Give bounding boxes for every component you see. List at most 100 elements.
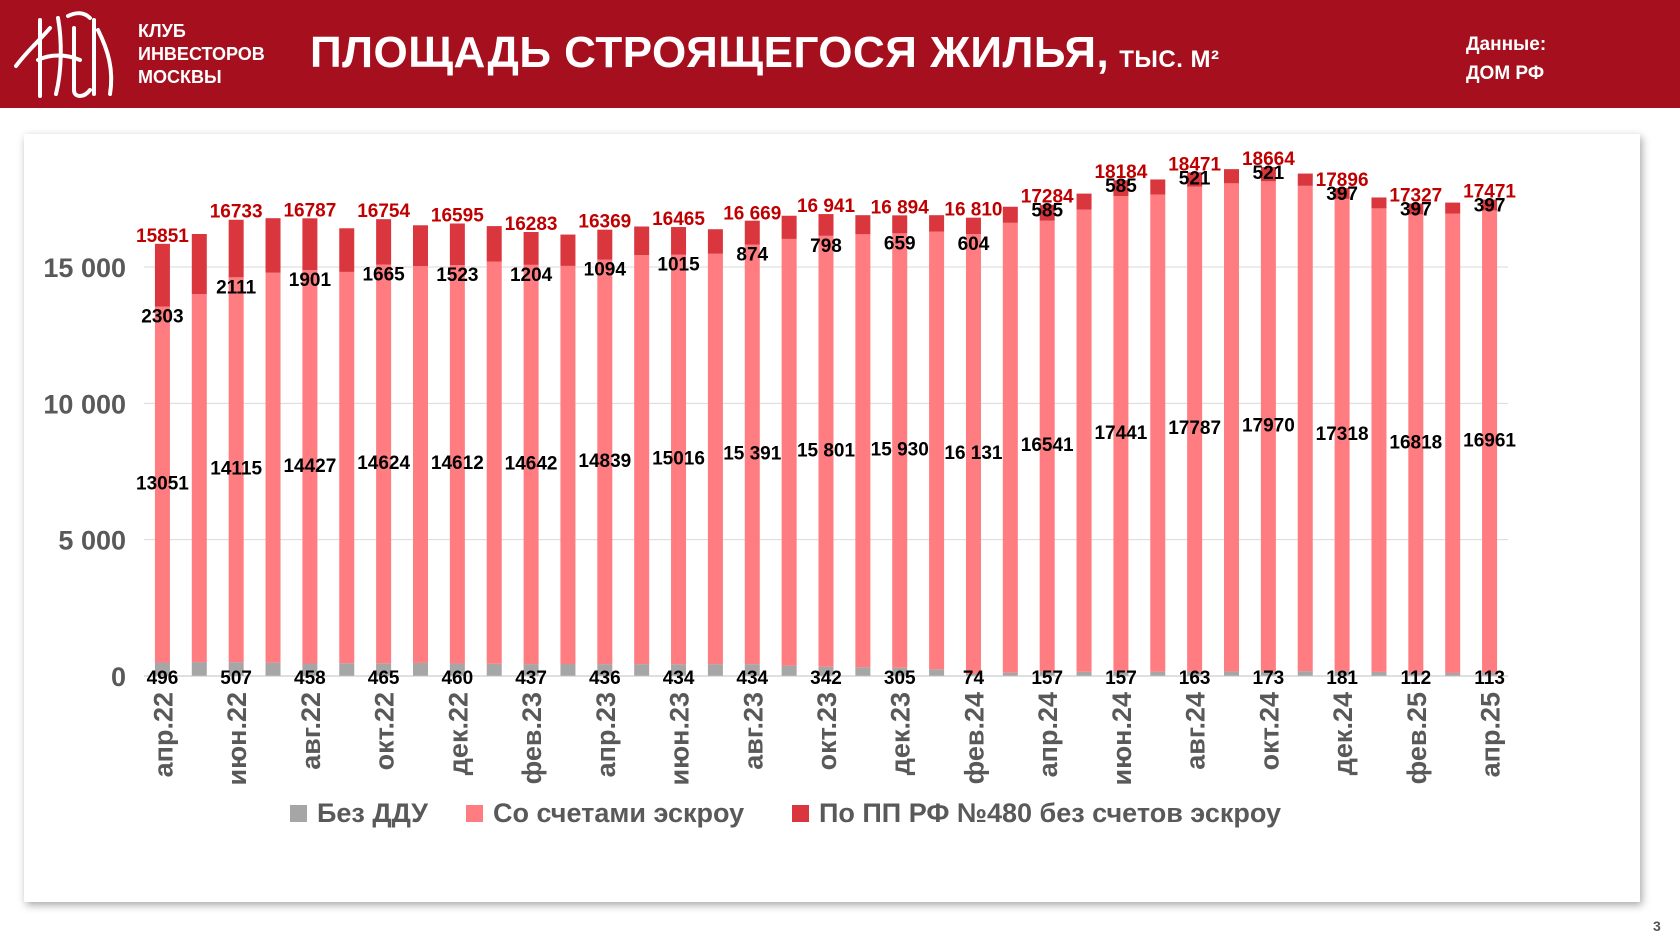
x-tick-label: дек.24 [1328,692,1358,775]
bar-segment-pp480 [228,219,244,278]
bar-segment-pp480 [191,234,207,294]
bar-segment-pp480 [339,228,355,272]
bar-segment-pp480 [597,229,613,260]
data-label-pp480: 2303 [141,307,183,328]
page-title-units: ТЫС. М² [1119,46,1220,73]
data-label-bez-ddu: 496 [147,668,179,689]
x-tick-label: апр.25 [1476,692,1506,777]
bar-segment-pp480 [965,217,981,235]
bar-segment-pp480 [1297,173,1313,186]
data-label-pp480: 521 [1179,168,1211,189]
x-tick-label: окт.23 [812,692,842,770]
data-label-bez-ddu: 458 [294,668,326,689]
data-label-total: 16787 [283,200,336,221]
bar-segment-pp480 [781,215,797,239]
bar-segment-escrow [1297,185,1313,672]
bar-segment-pp480 [929,215,945,232]
x-tick-label: дек.23 [886,692,916,775]
bar-segment-escrow [1187,186,1203,672]
data-label-pp480: 604 [958,234,990,255]
bar-segment-bez-ddu [1076,671,1092,676]
stacked-bar-chart: 0 5 000 10 000 15 000 496 13051 2303 15851 507 14… [43,149,1516,828]
data-label-bez-ddu: 434 [736,668,768,689]
bar-segment-escrow [1334,198,1350,672]
data-label-escrow: 14612 [431,453,484,474]
data-label-escrow: 16541 [1021,435,1074,456]
bar-segment-pp480 [1150,179,1166,195]
bar-segment-pp480 [855,215,871,235]
bar-segment-escrow [523,264,539,665]
bar-segment-bez-ddu [671,664,687,676]
bar-segment-bez-ddu [228,662,244,676]
bar-segment-bez-ddu [191,662,207,676]
data-label-bez-ddu: 434 [663,668,695,689]
bar-segment-escrow [191,293,207,663]
bar-segment-pp480 [1002,206,1018,223]
bar-segment-bez-ddu [892,667,908,676]
data-label-total: 16 894 [871,197,930,218]
bar-segment-bez-ddu [707,664,723,676]
data-label-bez-ddu: 465 [368,668,400,689]
x-tick-label: окт.24 [1254,692,1284,770]
x-tick-label: авг.23 [738,692,768,770]
data-label-pp480: 397 [1326,184,1358,205]
data-label-bez-ddu: 74 [963,668,985,689]
data-label-pp480: 874 [736,245,768,266]
data-label-total: 16369 [578,212,631,233]
club-logo-icon [14,11,114,98]
data-label-bez-ddu: 507 [220,668,252,689]
data-label-bez-ddu: 460 [441,668,473,689]
bar-segment-bez-ddu [302,663,318,676]
bar-segment-escrow [1224,183,1240,672]
data-label-bez-ddu: 342 [810,668,842,689]
bar-segment-pp480 [412,225,428,267]
data-label-bez-ddu: 173 [1253,668,1285,689]
data-label-escrow: 15 930 [871,440,929,461]
x-tick-label: авг.22 [296,692,326,770]
club-name: КЛУБ ИНВЕСТОРОВ МОСКВЫ [138,20,265,89]
data-label-pp480: 397 [1474,196,1506,217]
data-label-escrow: 14115 [210,459,262,480]
data-label-total: 16283 [505,214,558,235]
data-label-pp480: 397 [1400,200,1432,221]
page-title-text: ПЛОЩАДЬ СТРОЯЩЕГОСЯ ЖИЛЬЯ, [310,28,1110,77]
bar-segment-bez-ddu [744,664,760,676]
data-label-total: 16 810 [944,200,1002,221]
bar-segment-pp480 [1260,167,1276,182]
x-tick-label: июн.24 [1107,692,1137,786]
data-label-escrow: 17787 [1168,418,1221,439]
legend-label: По ПП РФ №480 без счетов эскроу [819,798,1281,828]
bar-segment-escrow [1150,194,1166,672]
bar-segment-pp480 [671,227,687,255]
data-source-label: Данные: [1466,34,1547,55]
data-label-total: 18184 [1094,162,1147,183]
data-label-bez-ddu: 163 [1179,668,1211,689]
bar-segment-pp480 [265,218,281,273]
data-label-pp480: 1901 [289,270,332,291]
bar-segment-pp480 [1076,193,1092,210]
data-label-total: 16733 [210,202,263,223]
data-label-escrow: 14839 [578,451,631,472]
data-label-total: 16595 [431,206,484,227]
data-label-escrow: 17318 [1316,424,1369,445]
data-label-escrow: 16818 [1389,433,1442,454]
legend-swatch [466,805,483,822]
bar-segment-escrow [376,264,392,664]
data-label-pp480: 798 [810,236,842,257]
bar-segment-escrow [412,266,428,663]
bar-segment-bez-ddu [929,669,945,676]
bar-segment-bez-ddu [1113,671,1129,676]
bar-segment-pp480 [449,223,465,266]
data-label-escrow: 15 801 [797,440,856,461]
bar-segment-pp480 [486,226,502,262]
bar-segment-bez-ddu [523,664,539,676]
legend-swatch [792,805,809,822]
bar-segment-escrow [597,259,613,665]
bar-segment-pp480 [892,215,908,234]
bar-segment-bez-ddu [1039,671,1055,676]
data-label-escrow: 16961 [1463,431,1516,452]
data-label-bez-ddu: 305 [884,668,916,689]
x-tick-label: июн.23 [665,692,695,786]
data-label-pp480: 585 [1105,176,1137,197]
bar-segment-pp480 [1482,199,1498,211]
